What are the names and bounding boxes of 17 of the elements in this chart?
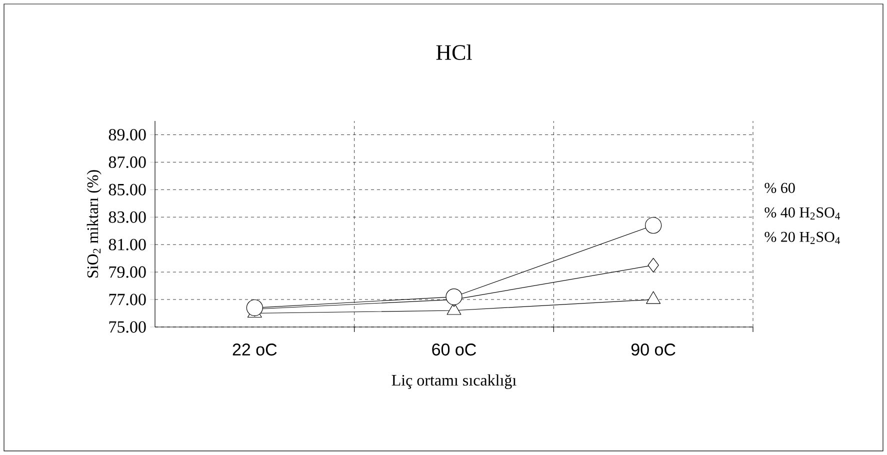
y-tick-label: 85.00: [108, 184, 146, 196]
text: % 60: [764, 182, 795, 194]
text: % 40 H$_{2}$SO$_{4}$: [764, 207, 840, 220]
y-tick-label: 81.00: [108, 238, 146, 250]
y-tick-label: 77.00: [109, 294, 146, 306]
y-tick-label: 75.00: [109, 321, 146, 333]
y-tick-label: 79.00: [109, 266, 146, 278]
x-tick-label: 60 oC: [432, 344, 476, 356]
text: % 20 H$_{2}$SO$_{4}$: [764, 232, 840, 244]
y-tick-label: 83.00: [108, 211, 146, 223]
y-tick-label: 87.00: [108, 156, 146, 168]
chart-title: HCl: [436, 44, 472, 60]
y-axis-title: SiO$_{2}$ miktarı (%): [86, 170, 102, 278]
x-tick-label: 22 oC: [232, 344, 277, 356]
x-tick-label: 90 oC: [631, 344, 676, 356]
y-tick-label: 89.00: [108, 128, 146, 140]
x-axis-title: Liç ortamı sıcaklığı: [392, 374, 516, 389]
